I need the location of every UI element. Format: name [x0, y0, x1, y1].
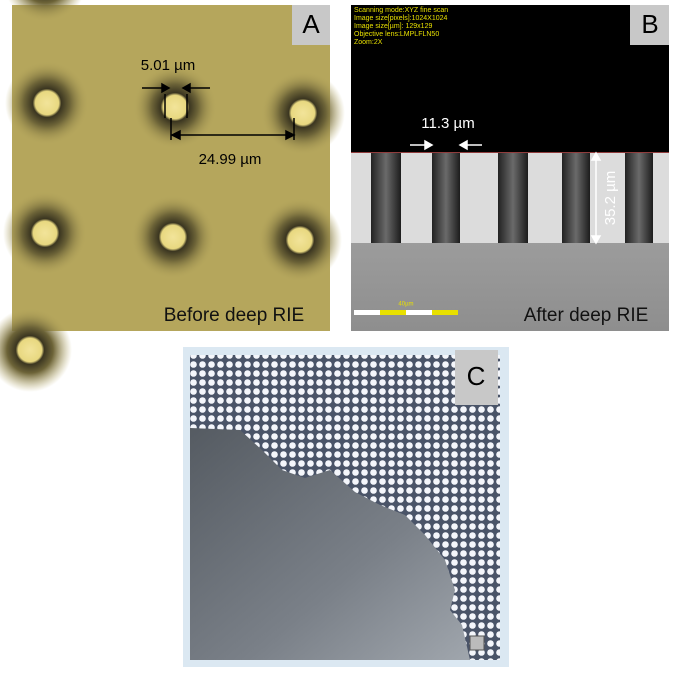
caption: After deep RIE — [524, 305, 649, 326]
panel-label: B — [641, 9, 658, 39]
panel-b: Scanning mode:XYZ fine scan Image size[p… — [351, 5, 669, 331]
measurement: 24.99 µm — [199, 151, 262, 168]
info-line: Image size[pixels]:1024X1024 — [354, 15, 447, 22]
panel-c: C — [183, 347, 509, 667]
caption: Before deep RIE — [164, 305, 304, 326]
measurement: 11.3 µm — [421, 115, 474, 132]
panel-a: A 5.01 µm 24.99 µm Before deep RIE — [0, 0, 345, 392]
image-a — [12, 5, 330, 331]
panel-label: A — [302, 9, 320, 39]
info-line: Objective lens:LMPLFLN50 — [354, 31, 439, 38]
info-line: Zoom:2X — [354, 39, 383, 46]
info-line: Scanning mode:XYZ fine scan — [354, 7, 448, 14]
scale-label: 40µm — [398, 302, 413, 308]
figure: A 5.01 µm 24.99 µm Before deep RIE Scann… — [0, 0, 681, 675]
panel-label: C — [467, 361, 486, 391]
measurement: 5.01 µm — [141, 57, 196, 74]
info-line: Image size[µm]: 129x129 — [354, 23, 432, 30]
measurement: 35.2 µm — [602, 171, 619, 226]
marker — [470, 636, 484, 650]
